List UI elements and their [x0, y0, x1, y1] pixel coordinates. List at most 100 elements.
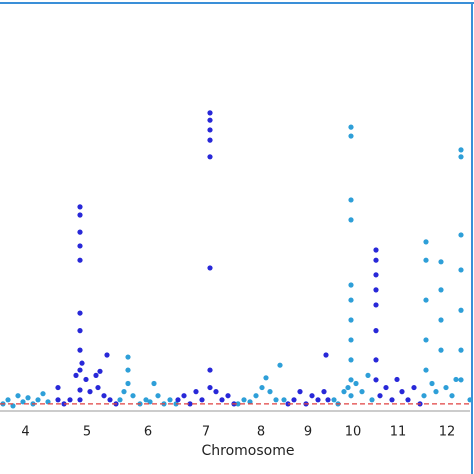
snp-point — [365, 372, 371, 378]
chromosome-label: 4 — [21, 425, 29, 440]
snp-point — [121, 389, 127, 395]
snp-point — [77, 397, 83, 403]
snp-point — [107, 397, 113, 403]
snp-point — [207, 384, 213, 391]
chromosome-label: 7 — [202, 425, 210, 440]
snp-point — [443, 384, 449, 391]
snp-point — [353, 380, 359, 387]
chromosome-label: 9 — [304, 425, 312, 440]
snp-point — [55, 397, 61, 403]
snp-point — [377, 393, 383, 399]
snp-point — [117, 397, 123, 403]
snp-point — [20, 399, 26, 405]
snp-point — [373, 357, 379, 363]
snp-point — [40, 391, 46, 397]
snp-point — [95, 384, 101, 391]
snp-point — [259, 384, 265, 391]
snp-point — [213, 389, 219, 395]
snp-point — [5, 397, 11, 403]
snp-point — [281, 397, 287, 403]
snp-point — [348, 282, 354, 288]
snp-point — [67, 397, 73, 403]
snp-point — [348, 124, 354, 130]
snp-point — [405, 397, 411, 403]
snp-point — [348, 197, 354, 203]
snp-point — [458, 154, 464, 160]
snp-point — [207, 265, 213, 271]
snp-point — [348, 297, 354, 303]
snp-point — [438, 317, 444, 323]
snp-point — [125, 367, 131, 373]
snp-point — [315, 397, 321, 403]
snp-point — [15, 393, 21, 399]
snp-point — [438, 259, 444, 265]
snp-point — [143, 397, 149, 403]
snp-point — [125, 380, 131, 387]
snp-point — [181, 393, 187, 399]
snp-point — [359, 389, 365, 395]
snp-point — [193, 389, 199, 395]
snp-point — [83, 376, 89, 383]
snp-point — [207, 154, 213, 160]
snp-point — [93, 372, 99, 378]
snp-point — [207, 110, 213, 116]
snp-point — [453, 376, 459, 383]
snp-point — [369, 397, 375, 403]
snp-point — [341, 389, 347, 395]
snp-point — [87, 389, 93, 395]
snp-point — [423, 257, 429, 263]
snp-point — [273, 397, 279, 403]
snp-point — [309, 393, 315, 399]
snp-point — [348, 357, 354, 363]
snp-point — [458, 232, 464, 238]
snp-point — [458, 147, 464, 153]
snp-point — [429, 380, 435, 387]
snp-point — [438, 287, 444, 293]
snp-point — [423, 239, 429, 245]
snp-point — [130, 393, 136, 399]
snp-point — [423, 367, 429, 373]
snp-point — [235, 401, 241, 407]
snp-point — [77, 347, 83, 353]
snp-point — [423, 297, 429, 303]
snp-point — [277, 362, 283, 368]
snp-point — [247, 399, 253, 405]
snp-point — [207, 117, 213, 123]
snp-point — [35, 397, 41, 403]
snp-point — [167, 397, 173, 403]
snp-point — [373, 328, 379, 334]
x-axis-label: Chromosome — [202, 443, 295, 459]
snp-point — [458, 267, 464, 273]
snp-point — [77, 387, 83, 393]
snp-point — [348, 217, 354, 223]
snp-point — [373, 377, 379, 383]
snp-point — [373, 247, 379, 253]
snp-point — [199, 397, 205, 403]
snp-point — [348, 133, 354, 139]
snp-point — [297, 389, 303, 395]
snp-point — [449, 393, 455, 399]
snp-point — [101, 393, 107, 399]
snp-point — [348, 393, 354, 399]
snp-point — [348, 317, 354, 323]
snp-point — [325, 397, 331, 403]
snp-point — [45, 399, 51, 405]
snp-point — [267, 389, 273, 395]
snp-point — [104, 352, 110, 358]
chromosome-label: 6 — [144, 425, 152, 440]
snp-point — [373, 272, 379, 278]
chromosome-label: 10 — [345, 425, 362, 440]
snp-point — [77, 328, 83, 334]
snp-point — [97, 368, 103, 374]
snp-point — [79, 360, 85, 366]
snp-point — [147, 399, 153, 405]
snp-point — [394, 376, 400, 383]
snp-point — [77, 229, 83, 235]
snp-point — [77, 310, 83, 316]
snp-point — [323, 352, 329, 358]
snp-point — [207, 137, 213, 143]
snp-point — [207, 127, 213, 133]
snp-point — [389, 397, 395, 403]
snp-point — [241, 397, 247, 403]
snp-point — [321, 389, 327, 395]
